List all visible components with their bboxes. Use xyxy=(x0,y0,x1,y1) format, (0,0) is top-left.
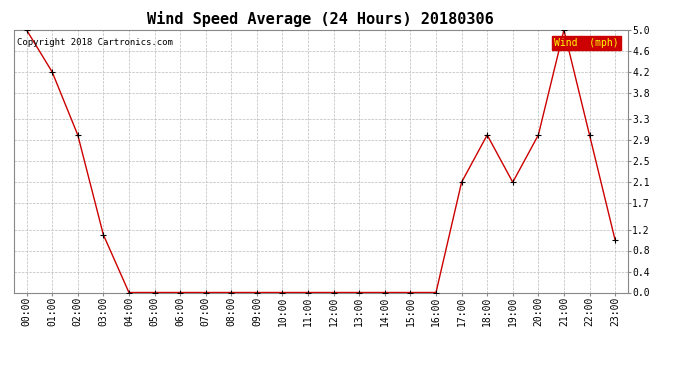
Text: Wind  (mph): Wind (mph) xyxy=(554,38,619,48)
Title: Wind Speed Average (24 Hours) 20180306: Wind Speed Average (24 Hours) 20180306 xyxy=(148,12,494,27)
Text: Copyright 2018 Cartronics.com: Copyright 2018 Cartronics.com xyxy=(17,38,172,47)
